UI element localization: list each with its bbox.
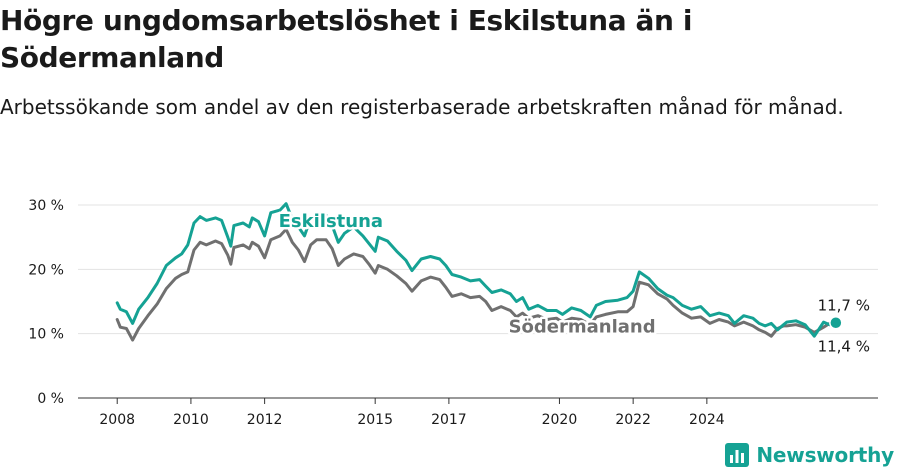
end-value-sodermanland: 11,4 % bbox=[818, 338, 870, 356]
y-tick-label: 30 % bbox=[28, 198, 64, 214]
x-tick-label: 2008 bbox=[99, 412, 135, 428]
series-label-eskilstuna: Eskilstuna bbox=[279, 211, 383, 232]
series-label-eskilstuna-halo: Eskilstuna bbox=[279, 211, 383, 232]
x-tick-label: 2022 bbox=[615, 412, 651, 428]
series-line-sodermanland bbox=[115, 227, 838, 342]
newsworthy-logo-icon bbox=[725, 443, 750, 467]
end-value-eskilstuna-halo: 11,7 % bbox=[818, 297, 870, 315]
series-line-eskilstuna bbox=[115, 202, 838, 338]
gridlines bbox=[78, 204, 878, 399]
y-tick-label: 10 % bbox=[28, 327, 64, 343]
series-label-sodermanland-halo: Södermanland bbox=[509, 316, 656, 337]
series-labels: EskilstunaEskilstunaSödermanlandSöderman… bbox=[276, 208, 872, 358]
series-lines bbox=[115, 202, 843, 342]
x-tick-label: 2020 bbox=[542, 412, 578, 428]
x-tick-label: 2024 bbox=[689, 412, 725, 428]
series-label-sodermanland: Södermanland bbox=[509, 316, 656, 337]
brand-logo: Newsworthy bbox=[724, 442, 894, 468]
end-value-eskilstuna: 11,7 % bbox=[818, 297, 870, 315]
y-tick-label: 20 % bbox=[28, 262, 64, 278]
x-tick-label: 2015 bbox=[357, 412, 393, 428]
x-tick-label: 2017 bbox=[431, 412, 467, 428]
y-axis: 0 % 10 % 20 % 30 % bbox=[28, 198, 64, 407]
y-tick-label: 0 % bbox=[37, 391, 64, 407]
end-value-sodermanland-halo: 11,4 % bbox=[818, 338, 870, 356]
x-axis: 2008 2010 2012 2015 2017 2020 2022 2024 bbox=[78, 397, 878, 428]
x-tick-label: 2010 bbox=[173, 412, 209, 428]
chart-subtitle: Arbetssökande som andel av den registerb… bbox=[0, 95, 844, 119]
chart-title: Högre ungdomsarbetslöshet i Eskilstuna ä… bbox=[0, 4, 693, 74]
end-point-marker bbox=[829, 315, 843, 330]
brand-name: Newsworthy bbox=[756, 443, 894, 467]
x-tick-label: 2012 bbox=[247, 412, 283, 428]
